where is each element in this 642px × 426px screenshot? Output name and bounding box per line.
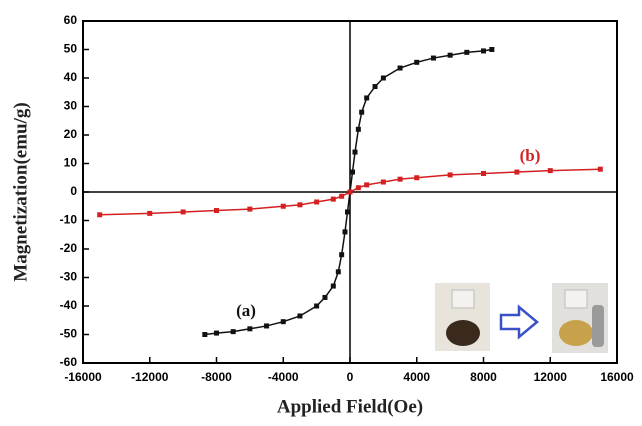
y-tick-label: 10 (64, 156, 78, 170)
vial-top (565, 290, 587, 308)
point (336, 269, 341, 274)
point (381, 76, 386, 81)
point (489, 47, 494, 52)
point (331, 284, 336, 289)
magnet (592, 305, 604, 347)
x-tick-label: -16000 (64, 370, 102, 384)
x-tick-label: -4000 (268, 370, 299, 384)
inset (435, 283, 608, 353)
vial-liquid (446, 320, 480, 346)
point (348, 190, 353, 195)
point (598, 167, 603, 172)
point (359, 110, 364, 115)
x-axis-title: Applied Field(Oe) (277, 396, 423, 417)
point (381, 180, 386, 185)
y-tick-label: -50 (60, 327, 78, 341)
point (345, 209, 350, 214)
y-tick-label: -40 (60, 298, 78, 312)
y-tick-label: 30 (64, 99, 78, 113)
point (97, 212, 102, 217)
point (281, 319, 286, 324)
series-label: (a) (236, 301, 256, 320)
point (231, 329, 236, 334)
point (364, 182, 369, 187)
point (356, 185, 361, 190)
point (297, 313, 302, 318)
point (481, 171, 486, 176)
series-label: (b) (520, 146, 541, 165)
x-tick-label: 8000 (470, 370, 497, 384)
x-tick-label: 4000 (403, 370, 430, 384)
arrow (501, 307, 537, 337)
y-tick-label: -60 (60, 355, 78, 369)
x-tick-label: 0 (347, 370, 354, 384)
point (548, 168, 553, 173)
point (214, 208, 219, 213)
y-tick-label: 50 (64, 42, 78, 56)
point (464, 50, 469, 55)
point (181, 209, 186, 214)
y-tick-label: -10 (60, 213, 78, 227)
point (350, 170, 355, 175)
point (373, 84, 378, 89)
y-tick-label: 0 (70, 184, 77, 198)
x-tick-label: -12000 (131, 370, 169, 384)
y-tick-label: 60 (64, 13, 78, 27)
x-tick-label: 12000 (534, 370, 568, 384)
point (398, 177, 403, 182)
point (481, 48, 486, 53)
x-tick-label: 16000 (600, 370, 634, 384)
point (147, 211, 152, 216)
point (247, 326, 252, 331)
point (414, 60, 419, 65)
y-axis-title: Magnetization(emu/g) (10, 102, 31, 281)
point (431, 56, 436, 61)
point (514, 170, 519, 175)
point (398, 66, 403, 71)
point (339, 194, 344, 199)
point (414, 175, 419, 180)
point (314, 199, 319, 204)
y-tick-label: -30 (60, 270, 78, 284)
point (264, 323, 269, 328)
point (448, 172, 453, 177)
point (281, 204, 286, 209)
point (247, 207, 252, 212)
point (353, 150, 358, 155)
point (448, 53, 453, 58)
vial-top (452, 290, 474, 308)
y-tick-label: 40 (64, 70, 78, 84)
y-tick-label: -20 (60, 241, 78, 255)
point (342, 229, 347, 234)
point (364, 95, 369, 100)
y-tick-label: 20 (64, 127, 78, 141)
point (297, 202, 302, 207)
x-tick-label: -8000 (201, 370, 232, 384)
point (322, 295, 327, 300)
point (314, 304, 319, 309)
point (331, 197, 336, 202)
chart: Applied Field(Oe) Magnetization(emu/g) (… (0, 0, 642, 421)
point (214, 331, 219, 336)
point (202, 332, 207, 337)
point (339, 252, 344, 257)
vial-liquid (559, 320, 593, 346)
point (356, 127, 361, 132)
